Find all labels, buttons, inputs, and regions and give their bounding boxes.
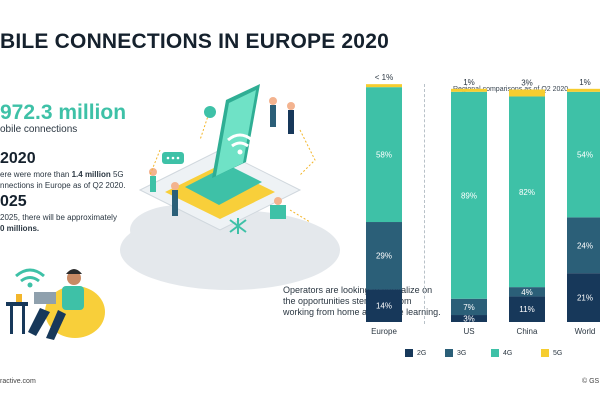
bar-label-europe-2g: 14% <box>376 302 392 311</box>
bar-label-europe-4g: 58% <box>376 151 392 160</box>
bar-segment-world-3g <box>567 217 600 274</box>
bar-segment-us-3g <box>451 298 487 316</box>
bar-label-us-4g: 89% <box>461 191 477 200</box>
year-2025-heading: 025 <box>0 193 27 210</box>
people-illustration <box>149 97 295 219</box>
year-2020-heading: 2020 <box>0 150 36 167</box>
legend-swatch-2g <box>405 349 413 357</box>
operators-text: Operators are looking to capitalize on t… <box>283 285 441 317</box>
bar-segment-china-3g <box>509 287 545 297</box>
legend-item-5g: 5G <box>541 349 562 357</box>
footer-copyright: © GS <box>582 378 600 385</box>
bar-label-us-2g: 3% <box>463 315 475 324</box>
bar-label-world-5g: 1% <box>579 78 591 87</box>
legend-label-2g: 2G <box>417 349 427 357</box>
bar-label-us-3g: 7% <box>463 303 475 312</box>
bar-label-us-5g: 1% <box>463 78 475 87</box>
platform-illustration <box>138 149 302 231</box>
legend-item-3g: 3G <box>445 349 466 357</box>
legend-swatch-3g <box>445 349 453 357</box>
bar-label-world-2g: 21% <box>577 294 593 303</box>
legend-swatch-4g <box>491 349 499 357</box>
bar-segment-world-2g <box>567 273 600 322</box>
page-title: BILE CONNECTIONS IN EUROPE 2020 <box>0 30 389 53</box>
bar-label-europe-3g: 29% <box>376 252 392 261</box>
bar-label-china-3g: 4% <box>521 288 533 297</box>
year-2025-text: 2025, there will be approximately 0 milli… <box>0 213 117 233</box>
bar-segment-europe-2g <box>366 289 402 322</box>
bar-label-china-5g: 3% <box>521 78 533 87</box>
bar-segment-china-5g <box>509 89 545 97</box>
bar-segment-us-2g <box>451 315 487 322</box>
legend-label-4g: 4G <box>503 349 513 357</box>
bar-label-world-3g: 24% <box>577 241 593 250</box>
bar-segment-us-4g <box>451 91 487 299</box>
legend-label-3g: 3G <box>457 349 467 357</box>
connections-stat-label: obile connections <box>0 124 78 135</box>
snowflake-icon <box>229 218 247 234</box>
bar-segment-world-5g <box>567 88 600 92</box>
phone-illustration <box>212 84 260 178</box>
bar-segment-us-5g <box>451 88 487 92</box>
bar-segment-china-2g <box>509 296 545 322</box>
europe-map-dots <box>120 205 340 290</box>
legend-item-2g: 2G <box>405 349 426 357</box>
bar-label-world-4g: 54% <box>577 151 593 160</box>
user-bubble-icon <box>204 106 216 118</box>
bar-segment-world-4g <box>567 91 600 218</box>
legend-swatch-5g <box>541 349 549 357</box>
bar-segment-europe-5g <box>366 84 402 88</box>
wifi-icon <box>15 268 45 283</box>
category-label-china: China <box>517 327 538 336</box>
category-label-world: World <box>575 327 596 336</box>
bar-segment-china-4g <box>509 96 545 288</box>
connections-stat-value: 972.3 million <box>0 101 127 124</box>
footer-source: ractive.com <box>0 378 36 385</box>
bar-segment-europe-3g <box>366 222 402 290</box>
bar-segment-europe-4g <box>366 87 402 223</box>
bar-label-china-2g: 11% <box>519 305 534 314</box>
person-laptop-illustration <box>6 269 105 340</box>
bar-label-europe-5g: < 1% <box>375 73 393 82</box>
legend-item-4g: 4G <box>491 349 512 357</box>
category-label-us: US <box>463 327 474 336</box>
chart-divider <box>424 84 426 324</box>
legend-label-5g: 5G <box>553 349 563 357</box>
year-2020-text: ere were more than 1.4 million 5G nnecti… <box>0 170 126 190</box>
category-label-europe: Europe <box>371 327 397 336</box>
bar-label-china-4g: 82% <box>519 188 535 197</box>
